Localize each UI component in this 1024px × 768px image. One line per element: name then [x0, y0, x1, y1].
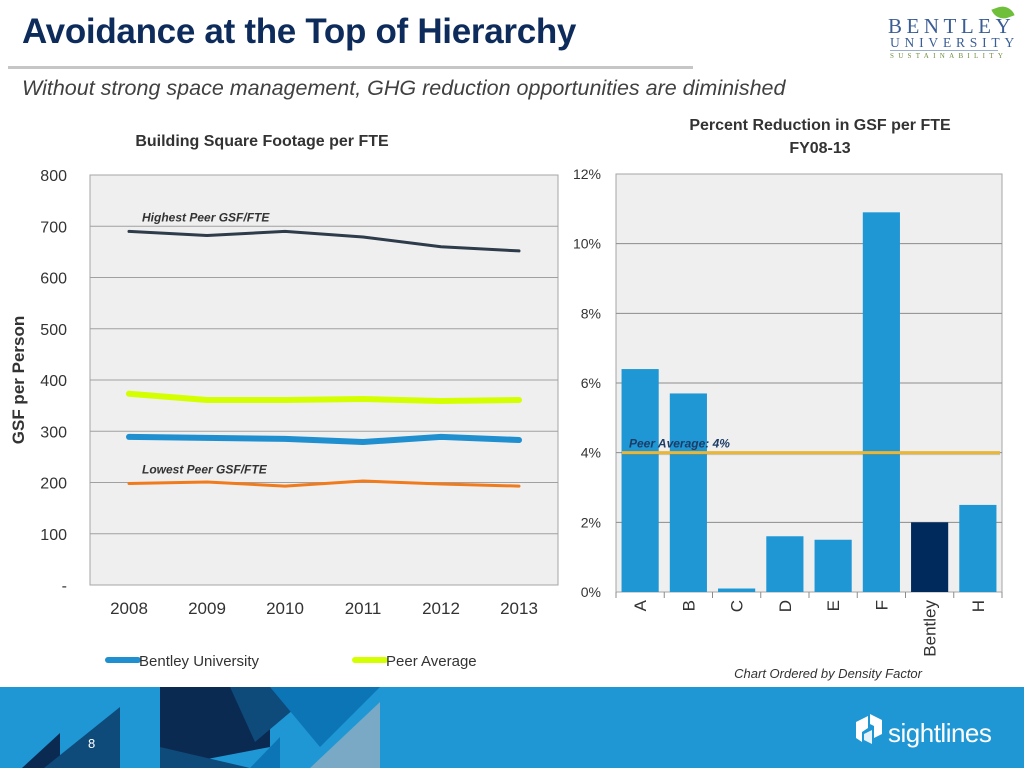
bentley-logo: BENTLEY UNIVERSITY SUSTAINABILITY [888, 2, 1015, 64]
bar-x-tick-label: A [631, 599, 650, 611]
line-x-tick-label: 2009 [188, 599, 226, 618]
footer-shape [310, 702, 380, 768]
charts-canvas: - 100 200 300 400 500 600 700 800 Building Square… [9, 117, 1003, 681]
bar-y-tick-label: 4% [581, 445, 601, 461]
line-chart-title: Building Square Footage per FTE [135, 133, 389, 150]
line-y-axis-label: GSF per Person [9, 316, 28, 444]
slide-subtitle: Without strong space management, GHG red… [22, 76, 786, 100]
series-line-bentley-university [126, 433, 522, 445]
series-line-lowest-peer-gsf-fte [127, 479, 521, 488]
bar-x-tick-label: H [969, 600, 988, 612]
footer-decoration [22, 687, 380, 768]
bar-f [862, 212, 900, 593]
series-annotation: Highest Peer GSF/FTE [142, 210, 270, 224]
logo-line-2: UNIVERSITY [890, 35, 1019, 50]
bar-y-tick-label: 6% [581, 375, 601, 391]
slide-title: Avoidance at the Top of Hierarchy [22, 12, 577, 51]
footer-shape [270, 687, 380, 747]
bar-x-tick-label: Bentley [921, 600, 940, 657]
legend-label: Peer Average [386, 653, 477, 670]
line-y-tick-label: 800 [40, 168, 67, 185]
sightlines-wordmark: sightlines [888, 718, 992, 748]
bar-x-tick-label: C [728, 600, 747, 612]
line-y-tick-label: 400 [40, 373, 67, 390]
bar-bentley [911, 522, 949, 592]
footer-band [0, 687, 1024, 768]
bar-y-tick-label: 0% [581, 584, 601, 600]
line-y-tick-label: 500 [40, 322, 67, 339]
line-y-tick-label: - [62, 578, 67, 595]
series-line-highest-peer-gsf-fte [127, 229, 521, 253]
footer-shape [44, 707, 120, 768]
series-line-peer-average [126, 390, 522, 404]
bar-y-tick-label: 12% [573, 166, 601, 182]
bar-c [718, 588, 756, 592]
bar-x-tick-label: F [872, 600, 891, 610]
bar-chart-title: Percent Reduction in GSF per FTE [689, 117, 951, 134]
chart-order-note: Chart Ordered by Density Factor [734, 666, 923, 681]
line-x-tick-label: 2011 [345, 599, 382, 618]
peer-average-label: Peer Average: 4% [629, 437, 730, 451]
line-y-tick-label: 600 [40, 271, 67, 288]
footer-shape [22, 733, 60, 768]
logo-rule [890, 50, 998, 51]
title-divider [8, 66, 693, 69]
footer-shape [250, 737, 280, 768]
bar-a [621, 369, 659, 592]
bar-chart-title-line2: FY08-13 [789, 140, 850, 157]
bar-h [959, 504, 997, 592]
line-y-tick-label: 100 [40, 527, 67, 544]
footer-shape [160, 747, 250, 768]
bar-x-tick-label: E [824, 600, 843, 611]
line-x-tick-label: 2013 [500, 599, 538, 618]
bar-y-tick-label: 10% [573, 236, 601, 252]
bar-y-tick-label: 2% [581, 514, 601, 530]
logo-line-3: SUSTAINABILITY [890, 52, 1008, 60]
line-y-tick-label: 700 [40, 219, 67, 236]
series-annotation: Lowest Peer GSF/FTE [142, 463, 268, 477]
line-y-tick-label: 200 [40, 476, 67, 493]
line-x-tick-label: 2008 [110, 599, 148, 618]
bar-x-tick-label: B [679, 600, 698, 611]
sightlines-mark-icon [856, 714, 882, 744]
logo-line-1: BENTLEY [888, 14, 1016, 38]
bar-b [669, 393, 707, 592]
line-y-tick-label: 300 [40, 424, 67, 441]
line-x-tick-label: 2012 [422, 599, 460, 618]
sightlines-logo: sightlines [852, 706, 992, 750]
bar-x-tick-label: D [776, 600, 795, 612]
bar-d [766, 536, 804, 592]
line-x-tick-label: 2010 [266, 599, 304, 618]
bar-e [814, 539, 852, 592]
bar-y-tick-label: 8% [581, 305, 601, 321]
page-number: 8 [88, 736, 96, 751]
legend-label: Bentley University [139, 653, 260, 670]
